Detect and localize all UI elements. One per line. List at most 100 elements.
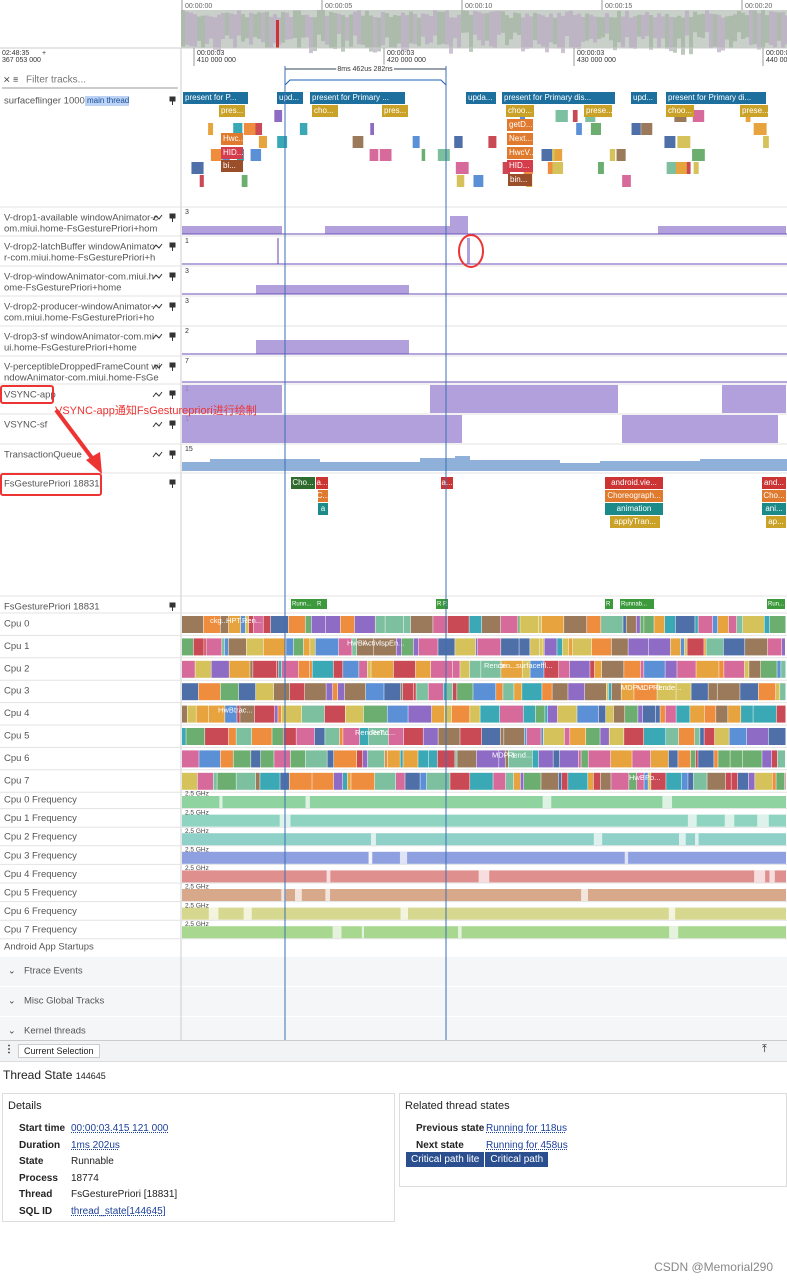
collapse-icon[interactable]: ⤒ [762, 1043, 767, 1055]
overview-cell [593, 16, 597, 43]
slice[interactable] [316, 477, 328, 489]
field-value[interactable]: 1ms 202us [71, 1139, 120, 1151]
slice[interactable] [441, 477, 453, 489]
slice[interactable] [605, 490, 663, 502]
slice-label: Choreograph... [607, 491, 660, 500]
detail-row: SQL ID thread_state[144645] [3, 1206, 383, 1220]
cpu-slice [455, 750, 457, 768]
slice[interactable] [382, 105, 408, 117]
sub-tick-label: 410 000 000 [197, 57, 236, 64]
slice[interactable] [584, 105, 612, 117]
pin-icon[interactable] [169, 96, 176, 105]
field-value[interactable]: 00:00:03.415 121 000 [71, 1123, 169, 1134]
cpu-slice [504, 728, 525, 745]
cpu-slice [541, 772, 559, 790]
annot-box [0, 385, 54, 404]
slice[interactable] [507, 147, 533, 159]
slice[interactable] [610, 516, 660, 528]
slice[interactable] [291, 477, 315, 489]
slice[interactable] [507, 160, 533, 172]
field-value[interactable]: thread_state[144645] [71, 1205, 166, 1217]
cpu-name: Cpu 7 [4, 775, 29, 786]
slice[interactable] [762, 477, 786, 489]
tab[interactable]: Current Selection [18, 1044, 100, 1058]
slice-label: bin... [510, 175, 527, 184]
slice[interactable] [508, 174, 532, 186]
cpu-slice [586, 728, 600, 745]
pin-icon[interactable] [169, 420, 176, 429]
pin-icon[interactable] [169, 479, 176, 488]
chevron[interactable]: ⌄ [8, 965, 16, 975]
slice[interactable] [762, 490, 786, 502]
pin-icon[interactable] [169, 302, 176, 311]
chevron[interactable]: ⌄ [8, 995, 16, 1005]
slice[interactable] [312, 105, 338, 117]
slice[interactable] [502, 92, 615, 104]
pin-icon[interactable] [169, 450, 176, 459]
slice[interactable] [666, 92, 766, 104]
slice[interactable] [605, 477, 663, 489]
field-value[interactable]: Running for 458us [486, 1139, 568, 1151]
slice[interactable] [219, 105, 245, 117]
cpu-slice [780, 683, 786, 701]
cpu-slice [354, 616, 375, 633]
filter-icon: ⨯ ≡ [3, 74, 18, 84]
chevron[interactable]: ⌄ [8, 1025, 16, 1035]
overview-cell [313, 17, 317, 51]
button[interactable]: Critical path [485, 1152, 549, 1167]
pin-icon[interactable] [169, 272, 176, 281]
slice[interactable] [318, 503, 328, 515]
cpu-slice [499, 705, 523, 723]
slice[interactable] [666, 105, 694, 117]
slice[interactable] [221, 133, 243, 145]
slice[interactable] [507, 133, 533, 145]
slice[interactable] [310, 92, 405, 104]
slice[interactable] [605, 503, 663, 515]
menu-icon[interactable]: ⋮ [4, 1044, 14, 1055]
group-name[interactable]: Misc Global Tracks [24, 996, 104, 1007]
slice[interactable] [221, 160, 243, 172]
thread-state[interactable] [620, 599, 654, 609]
thread-state[interactable] [291, 599, 327, 609]
thread-state[interactable] [605, 599, 613, 609]
thread-state[interactable] [436, 599, 442, 609]
annot-circle [458, 234, 484, 268]
slice[interactable] [183, 92, 248, 104]
slice[interactable] [506, 105, 534, 117]
pin-icon[interactable] [169, 213, 176, 222]
slice[interactable] [631, 92, 657, 104]
cpu-slice [557, 638, 563, 656]
slice[interactable] [221, 147, 243, 159]
field-value[interactable]: Running for 118us [486, 1123, 567, 1134]
slice[interactable] [766, 516, 786, 528]
sub-tick-label: 00:00:03 [766, 50, 787, 57]
slice[interactable] [762, 503, 786, 515]
cpu-slice [476, 750, 499, 768]
group-name[interactable]: Kernel threads [24, 1026, 86, 1037]
group-name[interactable]: Ftrace Events [24, 966, 83, 977]
slice[interactable] [277, 92, 303, 104]
pin-icon[interactable] [169, 390, 176, 399]
thread-state[interactable] [316, 599, 322, 609]
cpu-slice [288, 616, 306, 633]
slice-label: present for P... [185, 93, 236, 102]
pin-icon[interactable] [169, 602, 176, 611]
slice[interactable] [740, 105, 768, 117]
cpu-slice [723, 638, 745, 656]
cpu-slice [505, 772, 514, 790]
cpu-slice [503, 683, 514, 701]
pin-icon[interactable] [169, 242, 176, 251]
cpu-slice [767, 638, 782, 656]
button[interactable]: Critical path lite [406, 1152, 485, 1167]
cpu-slice [345, 705, 364, 723]
slice[interactable] [507, 119, 533, 131]
cpu-slice [211, 660, 229, 678]
slice[interactable] [318, 490, 328, 502]
cpu-slice [714, 750, 718, 768]
thread-state[interactable] [442, 599, 448, 609]
pin-icon[interactable] [169, 332, 176, 341]
pin-icon[interactable] [169, 362, 176, 371]
filter-input[interactable]: Filter tracks... [26, 75, 86, 86]
thread-state[interactable] [767, 599, 785, 609]
slice[interactable] [466, 92, 496, 104]
